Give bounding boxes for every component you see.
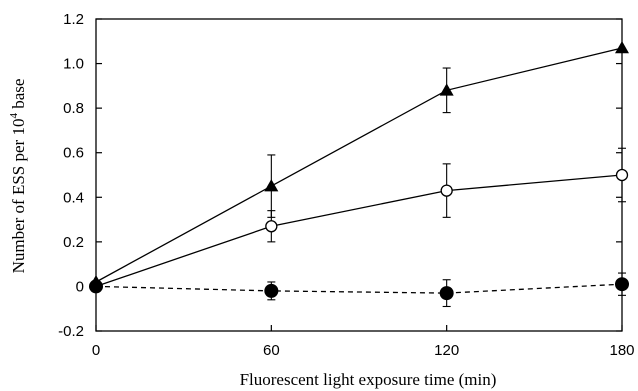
tick-labels: -0.2 0 0.2 0.4 0.6 0.8 1.0 1.2 0 60 120 180 [58,11,634,359]
y-tick-label: 0.8 [63,100,84,117]
series-3 [89,272,629,308]
y-tick-label: 0.2 [63,234,84,251]
y-axis-title-unit: base [9,79,28,113]
series-line [95,174,623,288]
data-point-filled-circle [615,277,629,292]
x-tick-label: 120 [434,342,459,359]
y-tick-label: 0 [76,278,84,295]
y-tick-label: 1.0 [63,56,84,73]
data-point-open-circle [265,220,278,233]
series-layer [89,40,629,308]
y-axis-title: Number of ESS per 104 base [8,79,28,274]
data-point-open-circle [615,168,629,182]
y-tick-label: -0.2 [58,323,84,340]
x-tick-label: 0 [92,342,100,359]
axes [95,18,623,332]
y-tick-label: 0.4 [63,189,84,206]
y-tick-label: 1.2 [63,11,84,28]
x-axis-title: Fluorescent light exposure time (min) [240,370,497,389]
data-point-triangle [615,40,629,54]
y-axis-title-superscript: 4 [8,113,20,119]
data-point-open-circle [440,184,453,197]
data-point-filled-circle [264,283,279,298]
data-point-triangle [264,179,279,192]
y-axis-title-main: Number of ESS per 10 [9,119,28,274]
data-point-triangle [439,83,454,96]
series-line [95,47,623,283]
data-point-filled-circle [89,279,103,294]
x-tick-label: 180 [609,342,634,359]
data-point-filled-circle [439,286,454,301]
y-tick-label: 0.6 [63,145,84,162]
series-2 [89,147,629,293]
plot-frame [95,18,623,332]
x-tick-label: 60 [263,342,280,359]
series-line [95,283,623,294]
series-1 [89,40,629,288]
